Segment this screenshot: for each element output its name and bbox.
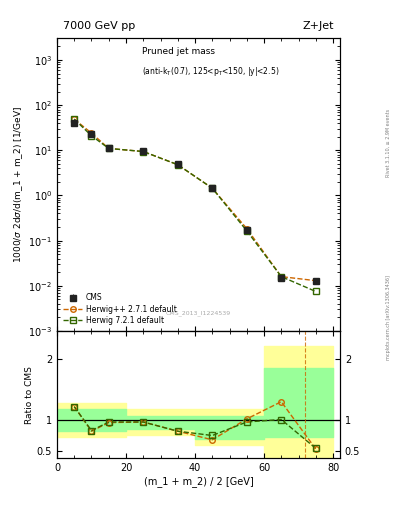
Text: CMS_2013_I1224539: CMS_2013_I1224539 xyxy=(166,311,231,316)
Text: (anti-k$_\mathregular{T}$(0.7), 125<p$_\mathregular{T}$<150, |y|<2.5): (anti-k$_\mathregular{T}$(0.7), 125<p$_\… xyxy=(142,65,279,78)
Text: Pruned jet mass: Pruned jet mass xyxy=(142,47,215,56)
X-axis label: (m_1 + m_2) / 2 [GeV]: (m_1 + m_2) / 2 [GeV] xyxy=(143,476,253,487)
Text: 7000 GeV pp: 7000 GeV pp xyxy=(62,21,135,31)
Text: Z+Jet: Z+Jet xyxy=(303,21,334,31)
Y-axis label: 1000/$\sigma$ 2d$\sigma$/d(m_1 + m_2) [1/GeV]: 1000/$\sigma$ 2d$\sigma$/d(m_1 + m_2) [1… xyxy=(13,106,26,263)
Legend: CMS, Herwig++ 2.7.1 default, Herwig 7.2.1 default: CMS, Herwig++ 2.7.1 default, Herwig 7.2.… xyxy=(60,290,180,328)
Text: mcplots.cern.ch [arXiv:1306.3436]: mcplots.cern.ch [arXiv:1306.3436] xyxy=(386,275,391,360)
Y-axis label: Ratio to CMS: Ratio to CMS xyxy=(25,366,34,423)
Text: Rivet 3.1.10, ≥ 2.9M events: Rivet 3.1.10, ≥ 2.9M events xyxy=(386,109,391,178)
